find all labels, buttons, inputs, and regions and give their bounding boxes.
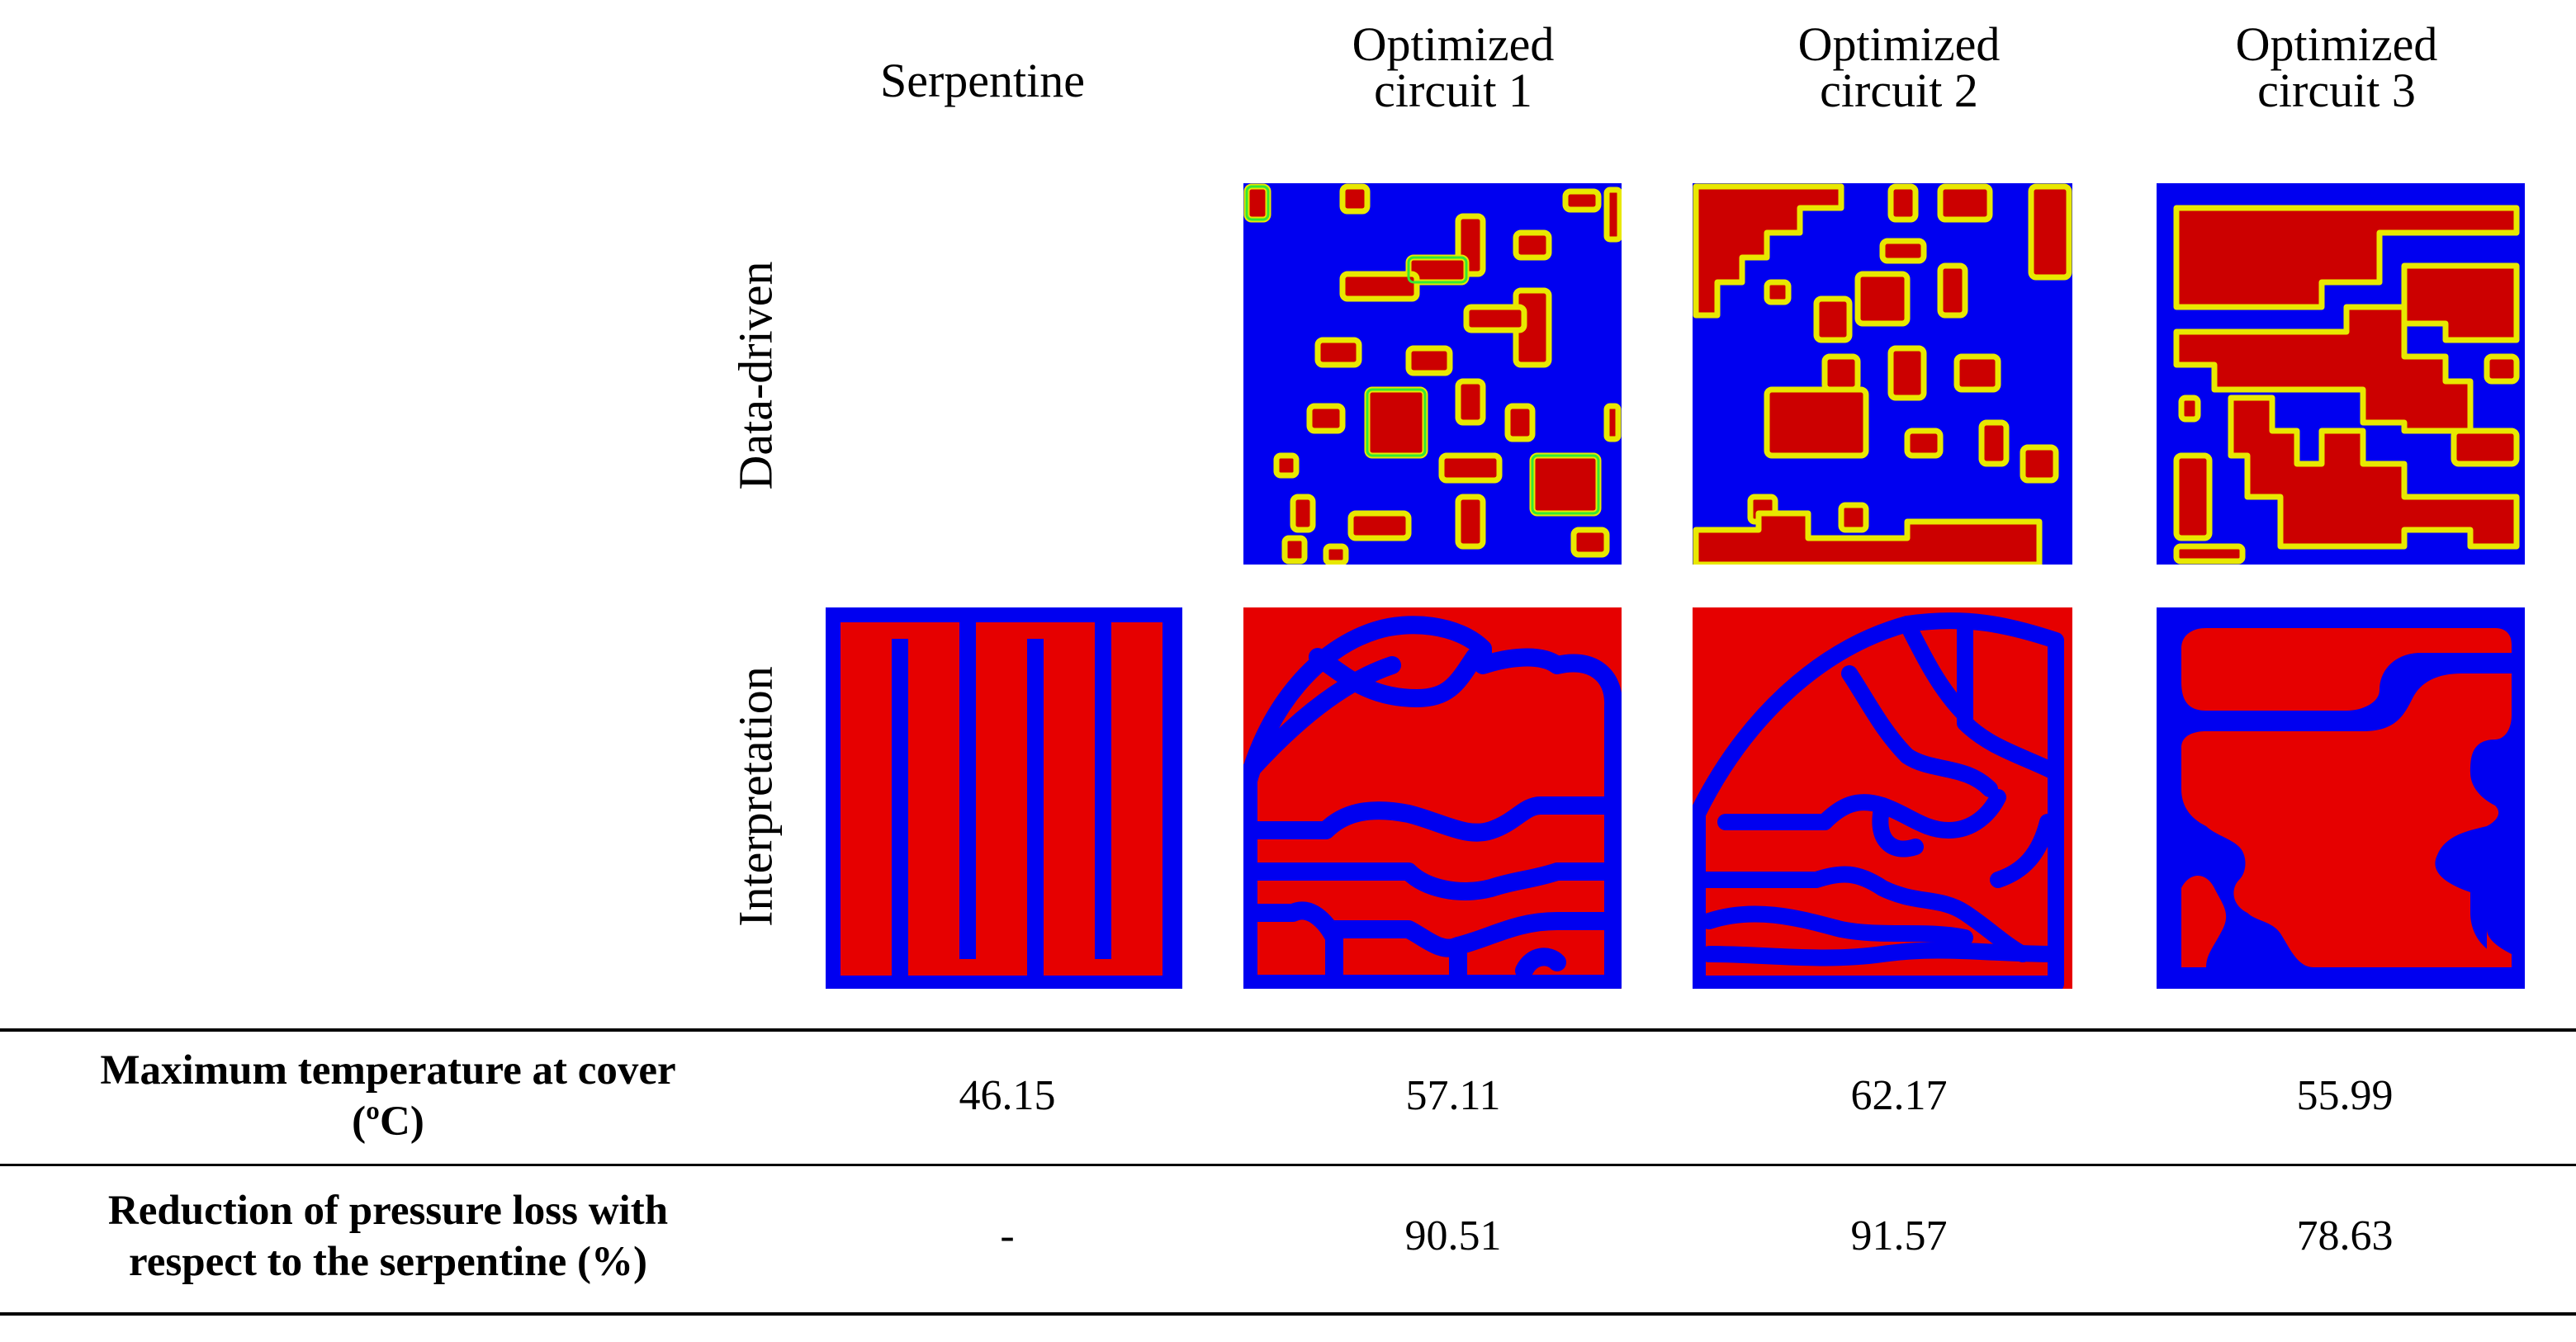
max-temp-circuit-2: 62.17 [1850, 1072, 1948, 1119]
row-name-pressure-loss: Reduction of pressure loss with respect … [107, 1188, 669, 1285]
table-top-rule [0, 1028, 2576, 1032]
max-temp-serpentine: 46.15 [959, 1072, 1056, 1119]
max-temp-circuit-1: 57.11 [1405, 1072, 1501, 1119]
interpretation-serpentine-image [826, 607, 1182, 989]
interpretation-circuit-2-image [1693, 607, 2072, 989]
col-header-optimized-3: Optimized circuit 3 [2235, 17, 2438, 117]
interpretation-circuit-3-image [2157, 607, 2525, 989]
pressure-circuit-2: 91.57 [1850, 1212, 1948, 1259]
row-name-max-temperature: Maximum temperature at cover (ºC) [100, 1047, 676, 1145]
pressure-serpentine: - [1000, 1212, 1015, 1259]
table-bottom-rule [0, 1312, 2576, 1316]
data-driven-circuit-3-image [2157, 183, 2525, 565]
col-header-serpentine: Serpentine [879, 54, 1086, 107]
row-label-data-driven: Data-driven [728, 261, 783, 490]
data-driven-circuit-2-image [1693, 183, 2072, 565]
data-driven-circuit-1-image [1243, 183, 1622, 565]
pressure-circuit-1: 90.51 [1404, 1212, 1502, 1259]
max-temp-circuit-3: 55.99 [2296, 1072, 2394, 1119]
col-header-optimized-1: Optimized circuit 1 [1352, 17, 1555, 117]
interpretation-circuit-1-image [1243, 607, 1622, 989]
table-mid-rule [0, 1164, 2576, 1166]
col-header-optimized-2: Optimized circuit 2 [1797, 17, 2001, 117]
row-label-interpretation: Interpretation [728, 666, 783, 927]
pressure-circuit-3: 78.63 [2296, 1212, 2394, 1259]
